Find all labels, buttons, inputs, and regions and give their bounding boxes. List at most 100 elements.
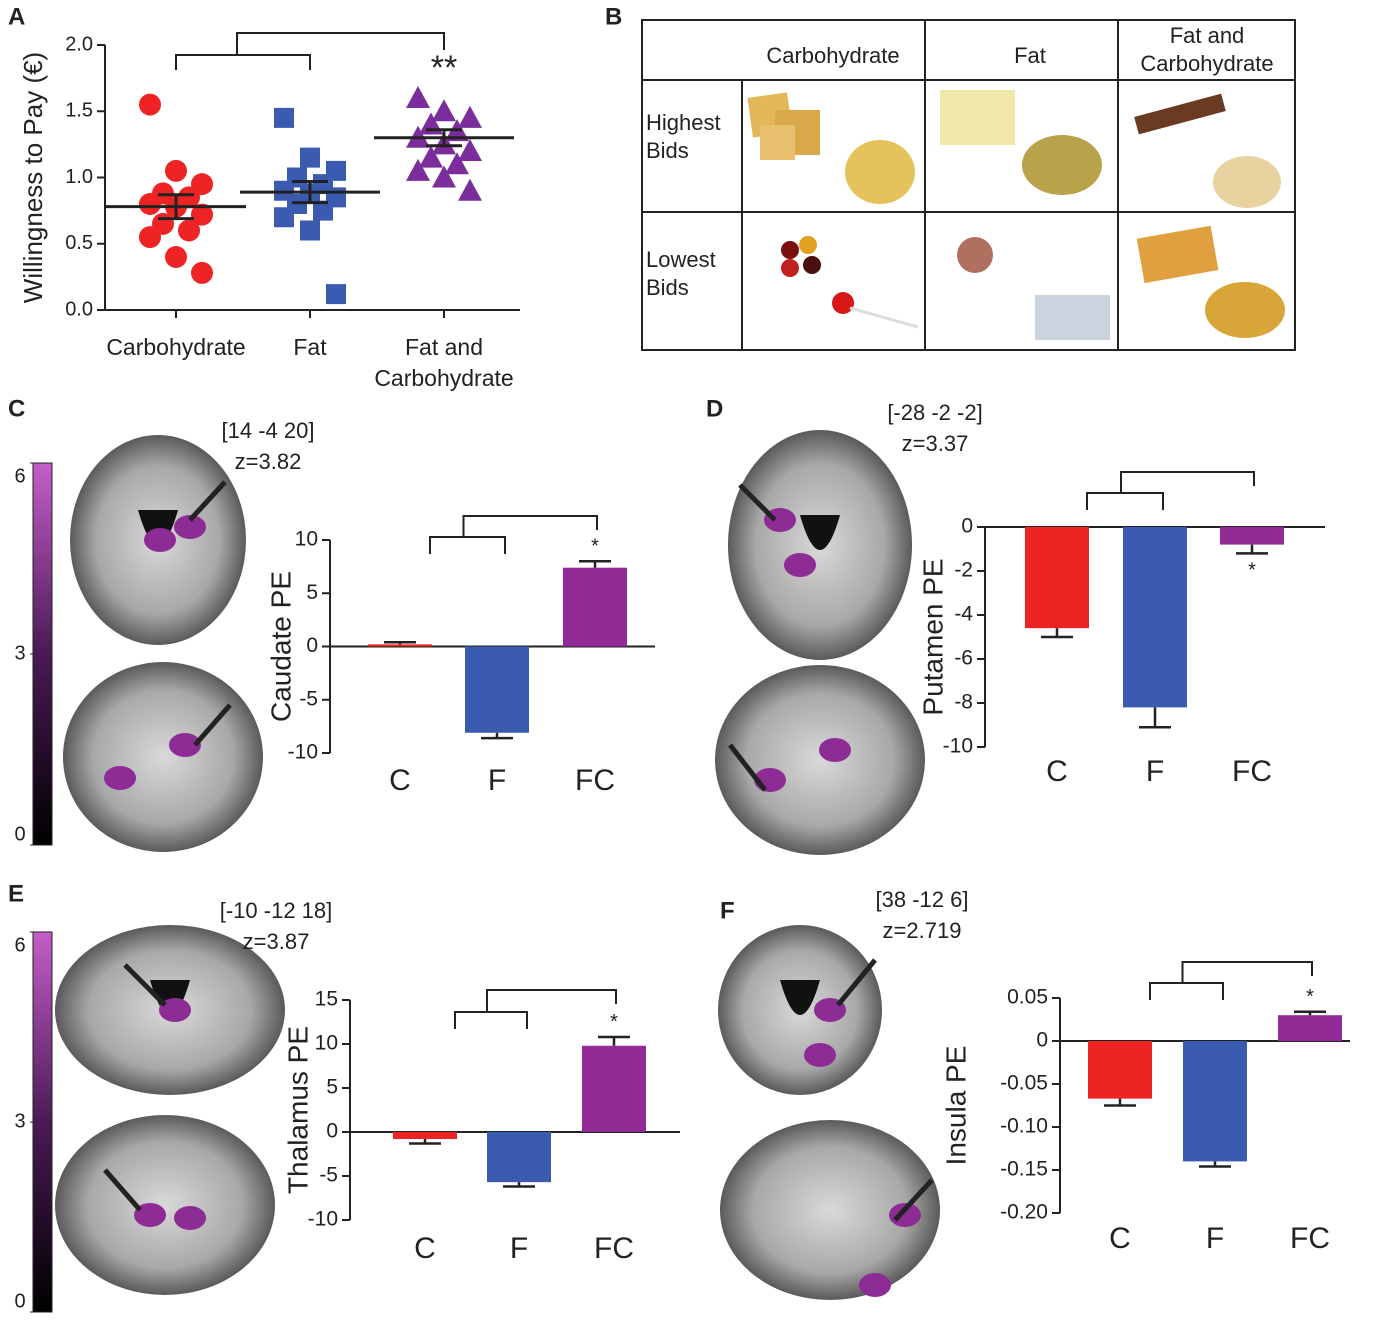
error-bar (579, 560, 611, 568)
arrow (123, 963, 167, 1007)
data-point (458, 139, 482, 161)
y-tick-label: 10 (295, 528, 318, 551)
x-tick-label: C (1046, 755, 1068, 788)
colorbar-tick-label: 0 (14, 823, 25, 845)
brain-coordinates: [-28 -2 -2] (887, 400, 982, 425)
row-header: Highest Bids (646, 110, 721, 163)
sem-bar (158, 193, 194, 221)
data-point (191, 203, 213, 226)
activation-blob (819, 738, 851, 762)
bar (582, 1045, 646, 1132)
colorbar-tick-label: 3 (14, 1110, 25, 1132)
data-point (274, 107, 294, 128)
bar (1220, 527, 1284, 545)
data-point (432, 165, 456, 188)
colorbar-tick-label: 6 (14, 934, 25, 956)
y-axis-label: Putamen PE (917, 558, 948, 715)
y-tick-label: -0.10 (1000, 1115, 1048, 1138)
data-point (326, 284, 346, 305)
bar (1278, 1015, 1342, 1041)
panel-label: E (8, 880, 24, 907)
bar (465, 646, 529, 733)
arrow (738, 483, 777, 522)
error-bar (1236, 544, 1268, 555)
data-point (165, 159, 187, 182)
colorbar-tick-label: 3 (14, 642, 25, 664)
brain-slice (55, 1115, 275, 1295)
panel-label: A (8, 3, 25, 30)
data-point (165, 246, 187, 268)
x-tick-label: C (1109, 1222, 1131, 1255)
arrow (188, 480, 227, 522)
data-point (178, 219, 200, 242)
y-axis-label: Insula PE (940, 1046, 971, 1166)
data-point (139, 193, 161, 215)
column-header: Fat and Carbohydrate (1140, 23, 1274, 76)
brain-z-score: z=3.87 (243, 929, 310, 954)
y-axis-label: Caudate PE (265, 571, 296, 722)
bracket (429, 515, 598, 554)
y-tick-label: -4 (954, 603, 973, 626)
x-tick-label: F (1146, 755, 1164, 788)
activation-blob (174, 1206, 206, 1230)
bracket (1086, 471, 1255, 510)
data-point (300, 147, 320, 168)
brain-slice (715, 665, 925, 855)
sem-bar (426, 128, 462, 148)
bar (1123, 527, 1187, 708)
error-bar (1199, 1161, 1231, 1168)
bar (1088, 1041, 1152, 1099)
data-point (274, 207, 294, 228)
y-tick-label: -6 (954, 647, 973, 670)
panel-label: C (8, 395, 25, 422)
error-bar (1104, 1098, 1136, 1107)
activation-blob (134, 1203, 166, 1227)
x-tick-label: C (389, 764, 411, 797)
y-axis-label: Thalamus PE (282, 1026, 313, 1194)
brain-z-score: z=3.82 (235, 449, 302, 474)
error-bar (384, 640, 416, 645)
ventricle (780, 980, 820, 1015)
y-axis-label: Willingness to Pay (€) (18, 52, 48, 303)
x-tick-label: F (510, 1232, 528, 1265)
sem-bar (292, 179, 328, 205)
error-bar (1139, 707, 1171, 729)
y-tick-label: 0 (306, 634, 318, 657)
ventricle (800, 515, 840, 550)
arrow (103, 1168, 142, 1212)
brain-z-score: z=2.719 (883, 918, 962, 943)
colorbar-tick-label: 0 (14, 1290, 25, 1312)
table-grid (641, 19, 1296, 351)
activation-blob (169, 733, 201, 757)
y-tick-label: 5 (306, 581, 318, 604)
y-tick-label: -0.15 (1000, 1158, 1048, 1181)
brain-z-score: z=3.37 (902, 431, 969, 456)
brain-slice (720, 1120, 940, 1300)
colorbar-tick-label: 6 (14, 465, 25, 487)
row-header: Lowest Bids (646, 247, 716, 300)
bar (368, 644, 432, 647)
significance: * (1306, 986, 1314, 1008)
bar (1025, 527, 1089, 629)
activation-blob (174, 515, 206, 539)
activation-blob (784, 553, 816, 577)
significance: * (1248, 560, 1256, 582)
y-tick-label: 0 (1036, 1029, 1048, 1052)
y-tick-label: -0.20 (1000, 1201, 1048, 1224)
y-tick-label: -10 (288, 741, 318, 764)
panel-label: F (720, 897, 735, 924)
significance: ** (431, 49, 457, 87)
y-tick-label: 0.5 (65, 232, 93, 254)
data-point (458, 178, 482, 201)
y-tick-label: -0.05 (1000, 1072, 1048, 1095)
arrow (893, 1178, 934, 1222)
x-tick-label: FC (1290, 1222, 1330, 1255)
brain-images (55, 430, 940, 1300)
arrow (193, 703, 232, 747)
error-bar (481, 732, 513, 740)
data-point (406, 86, 430, 108)
panel-label: D (706, 395, 723, 422)
data-point (139, 93, 161, 116)
